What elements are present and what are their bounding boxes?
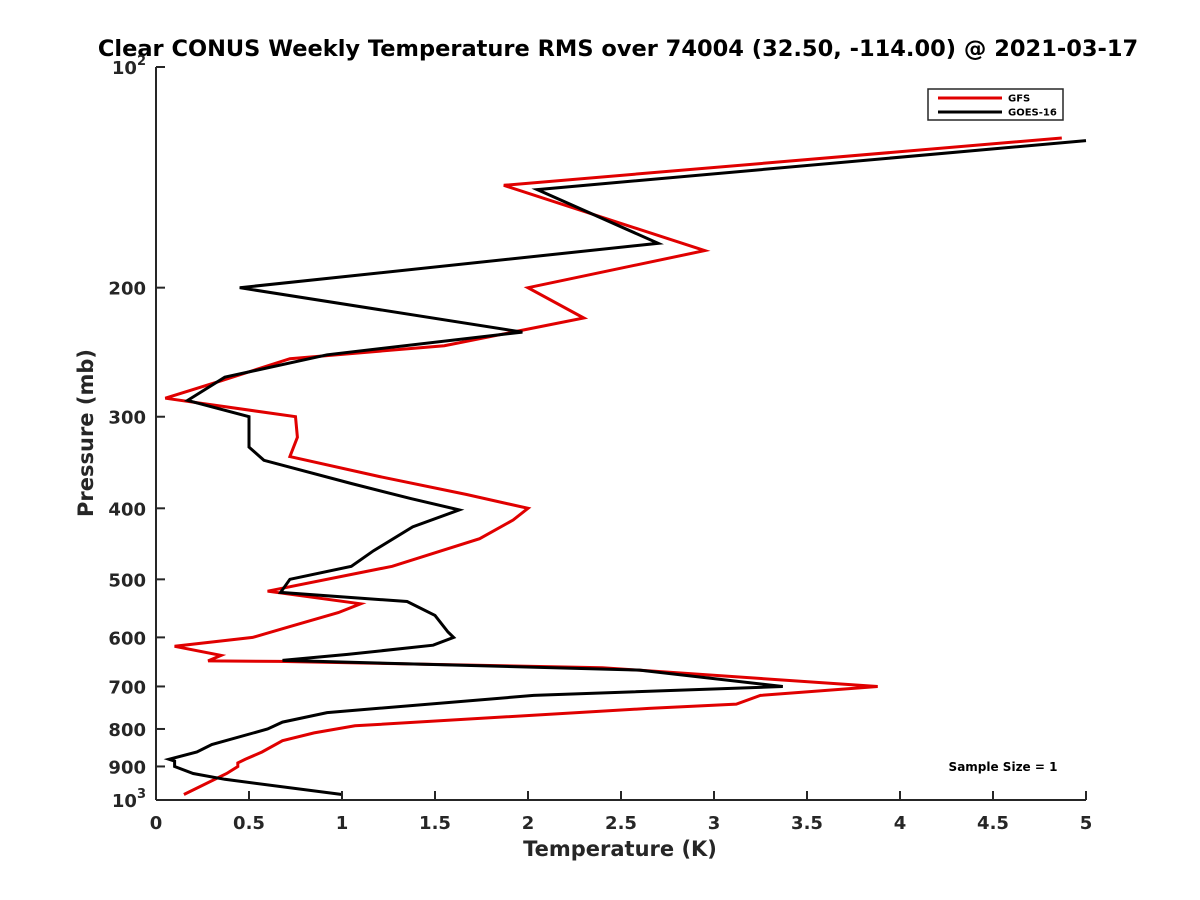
y-tick-label: 400 <box>108 499 146 520</box>
y-tick-label: 700 <box>108 677 146 698</box>
x-tick-label: 4 <box>894 813 907 834</box>
chart-title: Clear CONUS Weekly Temperature RMS over … <box>98 36 1138 62</box>
legend-label-gfs: GFS <box>1008 94 1030 105</box>
legend-label-goes-16: GOES-16 <box>1008 108 1057 119</box>
x-tick-label: 1.5 <box>419 813 451 834</box>
axes-layer: 0 0.5 1 1.5 2 2.5 3 3.5 4 4.5 5 102 200 300 400 500 600 7… <box>108 54 1092 834</box>
x-tick-label: 1 <box>336 813 349 834</box>
y-tick-label: 500 <box>108 570 146 591</box>
y-tick-label: 300 <box>108 408 146 429</box>
x-tick-label: 2 <box>522 813 535 834</box>
series-layer <box>163 136 1087 796</box>
x-tick-label: 3.5 <box>791 813 823 834</box>
legend: GFS GOES-16 <box>927 88 1064 121</box>
x-tick-label: 5 <box>1080 813 1093 834</box>
x-tick-label: 2.5 <box>605 813 637 834</box>
x-tick-label: 0.5 <box>233 813 265 834</box>
x-tick-label: 3 <box>708 813 721 834</box>
series-line-goes-16 <box>163 139 1087 796</box>
x-tick-label: 4.5 <box>977 813 1009 834</box>
y-tick-label: 103 <box>112 787 146 812</box>
y-tick-label: 200 <box>108 279 146 300</box>
sample-size-annotation: Sample Size = 1 <box>949 760 1058 774</box>
y-tick-label: 800 <box>108 720 146 741</box>
x-axis-label: Temperature (K) <box>523 837 717 861</box>
y-tick-label: 900 <box>108 757 146 778</box>
x-tick-label: 0 <box>150 813 163 834</box>
legend-box <box>927 88 1064 121</box>
y-tick-label: 102 <box>112 54 146 79</box>
y-tick-label: 600 <box>108 628 146 649</box>
y-axis-label: Pressure (mb) <box>74 349 98 517</box>
